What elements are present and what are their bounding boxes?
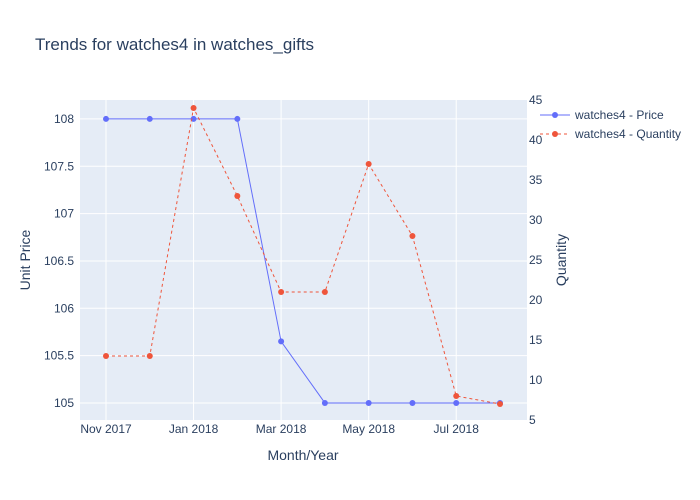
y-tick-label: 105.5 [44,349,74,363]
y2-tick-label: 5 [529,413,536,427]
y2-axis-title: Quantity [553,234,569,286]
data-point-quantity[interactable] [453,393,460,399]
y2-tick-label: 20 [529,293,543,307]
data-point-price[interactable] [365,399,372,406]
data-point-quantity[interactable] [190,105,197,111]
y2-tick-label: 15 [529,333,543,347]
data-point-price[interactable] [234,115,241,122]
x-tick-label: Mar 2018 [256,422,307,436]
plot-background [80,100,527,420]
x-tick-label: Nov 2017 [80,422,132,436]
legend-marker-quantity [552,131,558,137]
x-tick-label: May 2018 [342,422,395,436]
y2-tick-label: 35 [529,173,543,187]
chart-title: Trends for watches4 in watches_gifts [35,35,314,54]
y-tick-label: 107 [54,207,74,221]
data-point-quantity[interactable] [278,289,285,295]
data-point-quantity[interactable] [497,401,503,407]
legend: watches4 - Price watches4 - Quantity [540,108,681,141]
data-point-price[interactable] [278,338,285,345]
data-point-price[interactable] [190,115,197,122]
data-point-price[interactable] [409,399,416,406]
data-point-price[interactable] [321,399,328,406]
y2-tick-label: 10 [529,373,543,387]
data-point-quantity[interactable] [103,353,109,359]
legend-marker-price [552,112,558,118]
series-layer [103,105,503,407]
y2-tick-label: 45 [529,93,543,107]
legend-item-quantity[interactable]: watches4 - Quantity [540,127,681,141]
legend-item-price[interactable]: watches4 - Price [540,108,664,122]
data-point-price[interactable] [146,115,153,122]
y-tick-label: 105 [54,396,74,410]
x-tick-label: Jul 2018 [434,422,480,436]
y-axis: 105 105.5 106 106.5 107 107.5 108 [44,112,74,410]
y2-tick-label: 40 [529,133,543,147]
data-point-price[interactable] [103,115,109,122]
y2-tick-label: 25 [529,253,543,267]
y2-axis: 5 10 15 20 25 30 35 40 45 [529,93,543,427]
data-point-quantity[interactable] [234,193,241,199]
series-line-quantity [106,106,501,405]
y2-tick-label: 30 [529,213,543,227]
x-axis-title: Month/Year [267,447,338,463]
legend-label-price: watches4 - Price [574,108,664,122]
y-tick-label: 108 [54,112,74,126]
y-tick-label: 106.5 [44,254,74,268]
series-line-price [106,118,500,404]
data-point-quantity[interactable] [321,289,328,295]
x-axis: Nov 2017 Jan 2018 Mar 2018 May 2018 Jul 2018 [80,422,479,436]
data-point-price[interactable] [453,399,460,406]
data-point-quantity[interactable] [409,233,416,239]
y-axis-title: Unit Price [17,229,33,290]
legend-label-quantity: watches4 - Quantity [574,127,681,141]
x-tick-label: Jan 2018 [169,422,219,436]
data-point-quantity[interactable] [146,353,153,359]
data-point-quantity[interactable] [365,161,372,167]
y-tick-label: 107.5 [44,159,74,173]
y-tick-label: 106 [54,301,74,315]
